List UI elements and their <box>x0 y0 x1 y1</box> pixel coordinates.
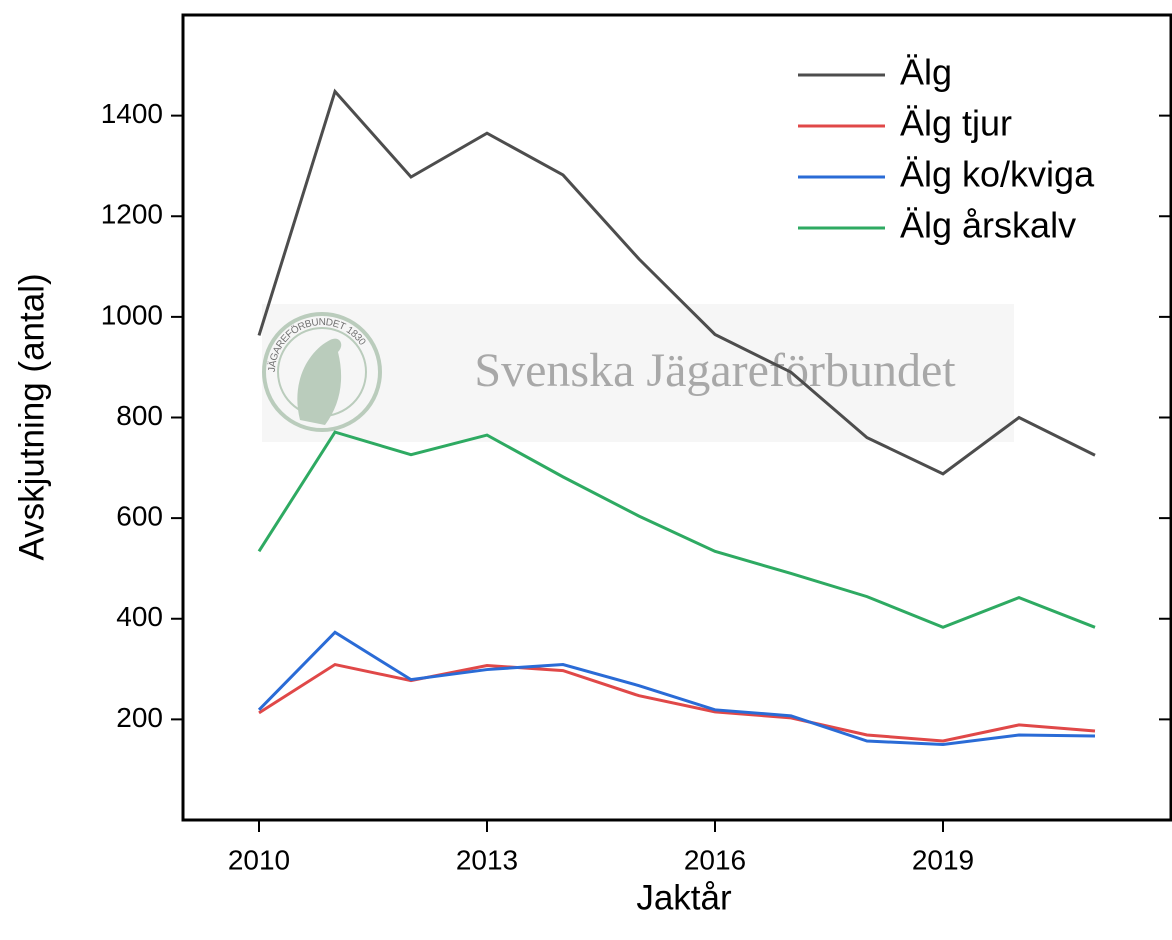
y-tick-label: 200 <box>116 702 163 733</box>
legend-label: Älg <box>900 52 952 93</box>
series-line <box>258 662 1096 743</box>
x-tick-label: 2010 <box>228 844 290 875</box>
y-tick-label: 1200 <box>101 199 163 230</box>
x-tick-label: 2013 <box>456 844 518 875</box>
y-tick-label: 1000 <box>101 299 163 330</box>
y-tick-label: 600 <box>116 501 163 532</box>
legend-label: Älg tjur <box>900 103 1012 144</box>
legend-label: Älg ko/kviga <box>900 154 1095 195</box>
y-tick-label: 800 <box>116 400 163 431</box>
y-tick-label: 1400 <box>101 98 163 129</box>
legend-label: Älg årskalv <box>900 205 1076 246</box>
y-tick-label: 400 <box>116 601 163 632</box>
x-tick-label: 2016 <box>684 844 746 875</box>
watermark-box <box>262 304 1014 442</box>
y-axis-label: Avskjutning (antal) <box>12 273 51 560</box>
x-tick-label: 2019 <box>912 844 974 875</box>
watermark-text: Svenska Jägareförbundet <box>474 344 956 397</box>
series-line <box>257 630 1096 747</box>
plot-frame <box>181 13 1172 822</box>
series-line <box>257 430 1096 629</box>
x-axis-label: Jaktår <box>636 878 732 917</box>
series-line <box>257 88 1096 476</box>
